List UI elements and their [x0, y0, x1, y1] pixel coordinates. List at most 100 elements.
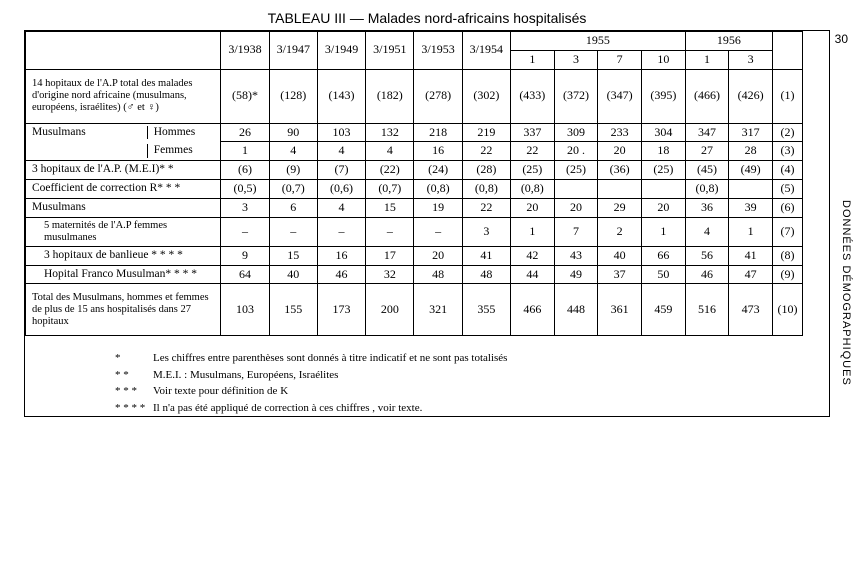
cell: 46: [317, 265, 365, 284]
footnote-text: Il n'a pas été appliqué de correction à …: [153, 402, 422, 414]
footnote-text: M.E.I. : Musulmans, Européens, Israélite…: [153, 369, 338, 381]
cell: 516: [685, 284, 729, 336]
row2b-label: Femmes: [26, 142, 221, 161]
cell: 200: [366, 284, 414, 336]
cell: 42: [510, 246, 554, 265]
hdr-1956: 1956: [685, 32, 772, 51]
cell: (25): [554, 161, 598, 180]
cell: 16: [317, 246, 365, 265]
cell: 473: [729, 284, 773, 336]
cell: 155: [269, 284, 317, 336]
cell: (9): [269, 161, 317, 180]
cell: 22: [510, 142, 554, 161]
sub-femmes: Femmes: [147, 144, 193, 157]
row1-label: 14 hopitaux de l'A.P total des malades d…: [26, 69, 221, 123]
cell: 309: [554, 123, 598, 142]
cell: (22): [366, 161, 414, 180]
cell: 173: [317, 284, 365, 336]
cell: (7): [773, 217, 803, 246]
hdr-1955-1: 1: [510, 50, 554, 69]
cell: (0,7): [366, 179, 414, 198]
cell: 20: [414, 246, 462, 265]
table-outer-frame: 3/1938 3/1947 3/1949 3/1951 3/1953 3/195…: [24, 30, 830, 417]
cell: 49: [554, 265, 598, 284]
cell: (0,7): [269, 179, 317, 198]
cell: 1: [729, 217, 773, 246]
hdr-1947: 3/1947: [269, 32, 317, 70]
footnote-2: * *M.E.I. : Musulmans, Européens, Israél…: [115, 367, 829, 384]
cell: (2): [773, 123, 803, 142]
cell: 3: [462, 217, 510, 246]
cell: 26: [221, 123, 269, 142]
cell: 19: [414, 198, 462, 217]
table-row: Musulmans Hommes 26 90 103 132 218 219 3…: [26, 123, 803, 142]
cell: 2: [598, 217, 642, 246]
hdr-1938: 3/1938: [221, 32, 269, 70]
row2-label: Musulmans Hommes: [26, 123, 221, 142]
hdr-1955: 1955: [510, 32, 685, 51]
cell: (28): [462, 161, 510, 180]
cell: 37: [598, 265, 642, 284]
hdr-1954: 3/1954: [462, 32, 510, 70]
cell: 20: [554, 198, 598, 217]
hdr-1956-1: 1: [685, 50, 729, 69]
cell: (5): [773, 179, 803, 198]
cell: 20 .: [554, 142, 598, 161]
footnote-mark: * * * *: [115, 400, 153, 417]
cell: 22: [462, 142, 510, 161]
cell: –: [221, 217, 269, 246]
cell: –: [317, 217, 365, 246]
cell: 47: [729, 265, 773, 284]
table-row: Femmes 1 4 4 4 16 22 22 20 . 20 18 27 28…: [26, 142, 803, 161]
cell: 7: [554, 217, 598, 246]
cell: 66: [642, 246, 686, 265]
cell: 18: [642, 142, 686, 161]
table-row: 3 hopitaux de l'A.P. (M.E.I)* * (6) (9) …: [26, 161, 803, 180]
hdr-1955-10: 10: [642, 50, 686, 69]
table-row: 14 hopitaux de l'A.P total des malades d…: [26, 69, 803, 123]
cell: (0,8): [462, 179, 510, 198]
side-section-label: DONNÉES DÉMOGRAPHIQUES: [840, 200, 852, 386]
cell: 132: [366, 123, 414, 142]
table-header-row-1: 3/1938 3/1947 3/1949 3/1951 3/1953 3/195…: [26, 32, 803, 51]
cell: 15: [366, 198, 414, 217]
cell: 1: [510, 217, 554, 246]
cell: 41: [729, 246, 773, 265]
cell: (426): [729, 69, 773, 123]
table-row: Total des Musulmans, hommes et femmes de…: [26, 284, 803, 336]
cell: 39: [729, 198, 773, 217]
footnote-mark: * *: [115, 367, 153, 384]
cell: (182): [366, 69, 414, 123]
cell: 355: [462, 284, 510, 336]
cell: (4): [773, 161, 803, 180]
cell: 22: [462, 198, 510, 217]
cell: [729, 179, 773, 198]
row5-label: Musulmans: [26, 198, 221, 217]
cell: (25): [510, 161, 554, 180]
footnote-mark: *: [115, 350, 153, 367]
cell: 4: [685, 217, 729, 246]
cell: 29: [598, 198, 642, 217]
cell: 448: [554, 284, 598, 336]
cell: 46: [685, 265, 729, 284]
cell: (9): [773, 265, 803, 284]
page-number: 30: [835, 32, 848, 46]
cell: 56: [685, 246, 729, 265]
cell: 321: [414, 284, 462, 336]
footnote-text: Voir texte pour définition de K: [153, 385, 288, 397]
cell: 219: [462, 123, 510, 142]
row8-label: Hopital Franco Musulman* * * *: [26, 265, 221, 284]
cell: 20: [598, 142, 642, 161]
cell: (395): [642, 69, 686, 123]
cell: (0,8): [685, 179, 729, 198]
cell: (433): [510, 69, 554, 123]
cell: 48: [414, 265, 462, 284]
hdr-1953: 3/1953: [414, 32, 462, 70]
cell: 347: [685, 123, 729, 142]
cell: 466: [510, 284, 554, 336]
cell: (0,8): [510, 179, 554, 198]
cell: 6: [269, 198, 317, 217]
cell: –: [269, 217, 317, 246]
sub-hommes: Hommes: [147, 126, 196, 139]
table-caption: TABLEAU III — Malades nord-africains hos…: [24, 10, 830, 26]
